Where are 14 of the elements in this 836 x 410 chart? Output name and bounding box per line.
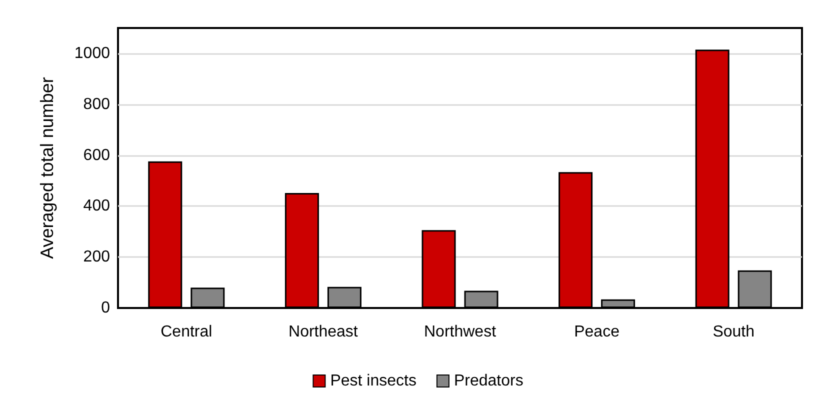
x-tick-label: Peace [574, 324, 620, 340]
y-tick-label: 1000 [74, 44, 110, 62]
x-tick-label: Central [160, 324, 212, 340]
x-tick-label: Northwest [424, 324, 497, 340]
y-tick-label: 200 [83, 248, 110, 266]
legend-label: Predators [454, 372, 524, 390]
y-tick-label: 600 [83, 146, 110, 164]
x-tick-label: Northeast [288, 324, 358, 340]
y-tick-label: 800 [83, 96, 110, 113]
y-axis-title: Averaged total number [37, 77, 57, 259]
legend-label: Pest insects [330, 372, 416, 390]
y-tick-label: 400 [83, 198, 110, 215]
y-tick-label: 0 [101, 300, 110, 316]
x-tick-label: South [712, 324, 755, 340]
